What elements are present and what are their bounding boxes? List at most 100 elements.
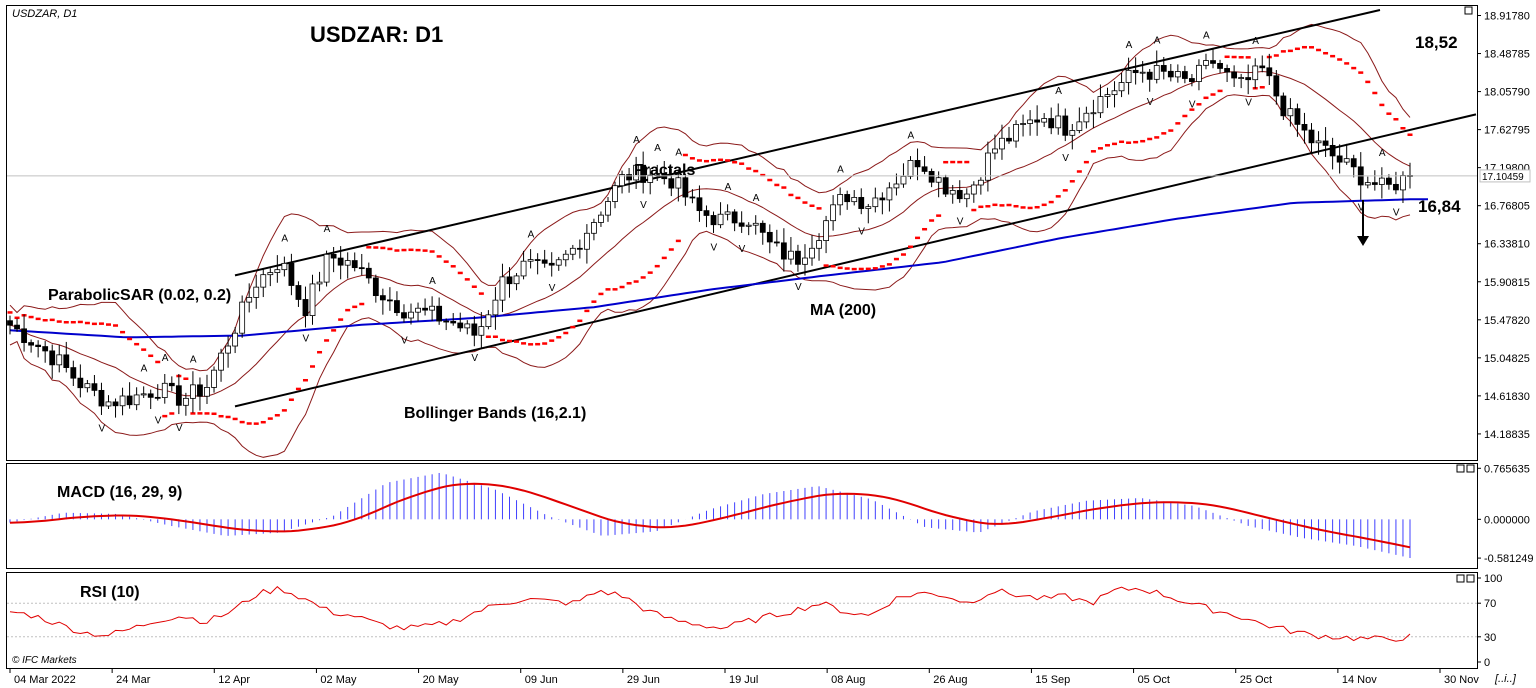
candle-body — [759, 222, 766, 233]
sar-dot — [338, 318, 344, 321]
sar-dot — [141, 348, 147, 351]
sar-dot — [802, 201, 808, 204]
rsi-panel — [6, 572, 1478, 669]
chart-title: USDZAR: D1 — [310, 22, 443, 47]
date-tick-label: 14 Nov — [1342, 674, 1377, 686]
candle-body — [288, 262, 295, 286]
candle-body — [1027, 119, 1034, 124]
macd-window-icon[interactable] — [1456, 464, 1475, 473]
price-axis: 18.9178018.4878518.0579017.6279517.19800… — [1477, 11, 1530, 441]
candle-body — [84, 383, 91, 389]
candle-body — [260, 274, 267, 288]
sar-dot — [1097, 147, 1103, 150]
candle-body — [499, 276, 506, 301]
sar-dot — [823, 264, 829, 267]
sar-dot — [1238, 56, 1244, 59]
candle-body — [1266, 67, 1273, 77]
candle-body — [140, 393, 147, 396]
sar-dot — [654, 264, 660, 268]
candle-body — [970, 184, 977, 195]
fractal-up-mark: A — [675, 148, 682, 159]
sar-dot — [127, 337, 133, 341]
candle-body — [710, 215, 717, 226]
macd-axis: 0.765635 0.000000 -0.581249 — [1477, 463, 1534, 565]
candle-body — [752, 222, 759, 226]
candle-body — [365, 267, 372, 279]
candle-body — [766, 231, 773, 243]
sar-dot — [49, 318, 55, 322]
maximize-icon[interactable] — [1464, 6, 1473, 15]
sar-dot — [725, 159, 731, 162]
candle-body — [1090, 112, 1097, 115]
sar-dot — [908, 245, 914, 249]
candle-body — [112, 401, 119, 407]
rsi-tick-label: 70 — [1484, 598, 1496, 610]
sar-dot — [295, 387, 301, 391]
candle-body — [91, 383, 98, 391]
candle-body — [98, 389, 105, 407]
sar-dot — [1069, 180, 1075, 183]
candle-body — [344, 260, 351, 266]
sar-dot — [886, 263, 892, 266]
fractal-down-mark: V — [401, 336, 408, 347]
sar-dot — [556, 335, 562, 339]
candle-body — [1097, 96, 1104, 114]
sar-dot — [7, 311, 13, 314]
rsi-levels — [7, 602, 1477, 638]
candle-body — [598, 214, 604, 223]
candle-body — [422, 307, 428, 311]
date-tick-label: 24 Mar — [116, 674, 151, 686]
fractal-down-mark: V — [1147, 97, 1154, 108]
sar-dot — [837, 266, 843, 270]
candle-body — [401, 312, 407, 319]
candle-body — [246, 297, 253, 303]
rsi-label: RSI (10) — [80, 584, 140, 601]
sar-dot — [549, 339, 555, 342]
candle-body — [992, 148, 998, 154]
scroll-indicator[interactable]: [..i..] — [1494, 673, 1517, 685]
candle-body — [675, 177, 682, 189]
sar-dot — [922, 227, 928, 231]
sar-dot — [443, 260, 449, 263]
sar-dot — [689, 157, 695, 160]
candle-body — [1125, 69, 1132, 83]
macd-tick-label: -0.581249 — [1484, 553, 1534, 565]
candle-body — [147, 393, 154, 398]
date-tick-label: 09 Jun — [525, 674, 558, 686]
candle-body — [823, 220, 829, 241]
sar-dot — [302, 378, 308, 382]
sar-dot — [858, 267, 864, 271]
candle-body — [576, 247, 583, 250]
sar-dot — [1358, 71, 1364, 74]
candle-body — [394, 300, 400, 314]
sar-dot — [633, 280, 639, 283]
sar-dot — [324, 339, 330, 342]
sar-dot — [1287, 49, 1293, 53]
sar-dot — [464, 278, 470, 281]
sar-dot — [570, 325, 576, 329]
candle-body — [1104, 94, 1111, 97]
sar-dot — [457, 271, 463, 275]
candle-body — [1210, 60, 1216, 64]
sar-dot — [732, 160, 738, 164]
rsi-window-icon[interactable] — [1456, 574, 1475, 583]
sar-dot — [1224, 55, 1230, 59]
sar-dot — [1231, 55, 1237, 59]
fractal-up-mark: A — [633, 135, 640, 146]
candle-body — [773, 241, 780, 244]
candle-body — [830, 204, 837, 222]
candle-body — [1350, 158, 1357, 168]
sar-dot — [1104, 144, 1110, 147]
sar-dot — [422, 249, 428, 252]
sar-dot — [1140, 139, 1146, 143]
candle-body — [640, 164, 647, 183]
date-tick-label: 05 Oct — [1138, 674, 1170, 686]
sar-dot — [183, 377, 189, 380]
candle-body — [1160, 65, 1167, 72]
fractal-up-mark: A — [908, 130, 915, 141]
sar-dot — [1168, 129, 1174, 132]
sar-dot — [1301, 45, 1307, 49]
candle-body — [1076, 121, 1083, 131]
candle-body — [105, 401, 112, 407]
sar-dot — [317, 350, 323, 354]
